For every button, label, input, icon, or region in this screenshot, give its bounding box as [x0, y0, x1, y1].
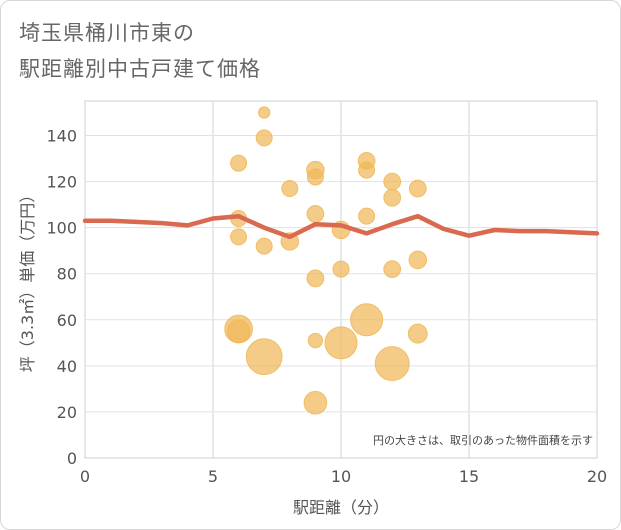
y-grid: [85, 135, 597, 413]
data-bubble: [281, 180, 299, 198]
bubble-size-note: 円の大きさは、取引のあった物件面積を示す: [373, 433, 593, 447]
chart-title-line2: 駅距離別中古戸建て価格: [19, 57, 261, 81]
data-bubble: [226, 319, 251, 344]
data-bubble: [245, 338, 283, 376]
data-bubble: [306, 168, 324, 186]
y-tick-label: 40: [57, 357, 77, 376]
data-bubble: [230, 228, 248, 246]
data-bubble: [255, 129, 273, 147]
data-bubble: [408, 250, 428, 270]
x-tick-labels: 0 5 10 15 20: [80, 467, 607, 486]
y-tick-label: 60: [57, 311, 77, 330]
trend-line: [82, 213, 600, 240]
data-bubble: [303, 390, 328, 415]
data-bubble: [358, 207, 376, 225]
y-axis-label: 坪（3.3㎡）単価（万円）: [18, 187, 37, 372]
data-bubble: [374, 346, 410, 382]
x-tick-label: 20: [587, 467, 607, 486]
x-axis-label: 駅距離（分）: [293, 498, 389, 517]
data-bubble: [383, 172, 402, 191]
data-bubble: [258, 106, 271, 119]
data-bubble: [306, 269, 325, 288]
x-tick-label: 5: [208, 467, 218, 486]
data-bubble: [383, 260, 402, 279]
y-tick-label: 100: [46, 219, 77, 238]
data-bubble: [408, 179, 427, 198]
y-tick-label: 80: [57, 265, 77, 284]
data-bubble: [255, 237, 273, 255]
y-tick-label: 120: [46, 173, 77, 192]
x-tick-label: 15: [459, 467, 479, 486]
y-tick-label: 0: [67, 449, 77, 468]
data-bubble: [358, 161, 376, 179]
data-bubble: [407, 323, 428, 344]
data-bubble: [230, 154, 248, 172]
data-bubble: [332, 260, 350, 278]
data-bubble: [324, 326, 358, 360]
data-bubble: [350, 303, 384, 337]
x-tick-label: 0: [80, 467, 90, 486]
data-bubble: [307, 332, 324, 349]
x-tick-label: 10: [331, 467, 351, 486]
bubble-series: [224, 106, 428, 415]
chart-title-line1: 埼玉県桶川市東の: [19, 21, 195, 45]
data-bubble: [383, 188, 402, 207]
data-bubble: [306, 204, 325, 223]
y-tick-label: 20: [57, 403, 77, 422]
x-grid: [212, 101, 470, 458]
y-tick-labels: 0 20 40 60 80 100 120 140: [46, 127, 77, 468]
y-tick-label: 140: [46, 127, 77, 146]
